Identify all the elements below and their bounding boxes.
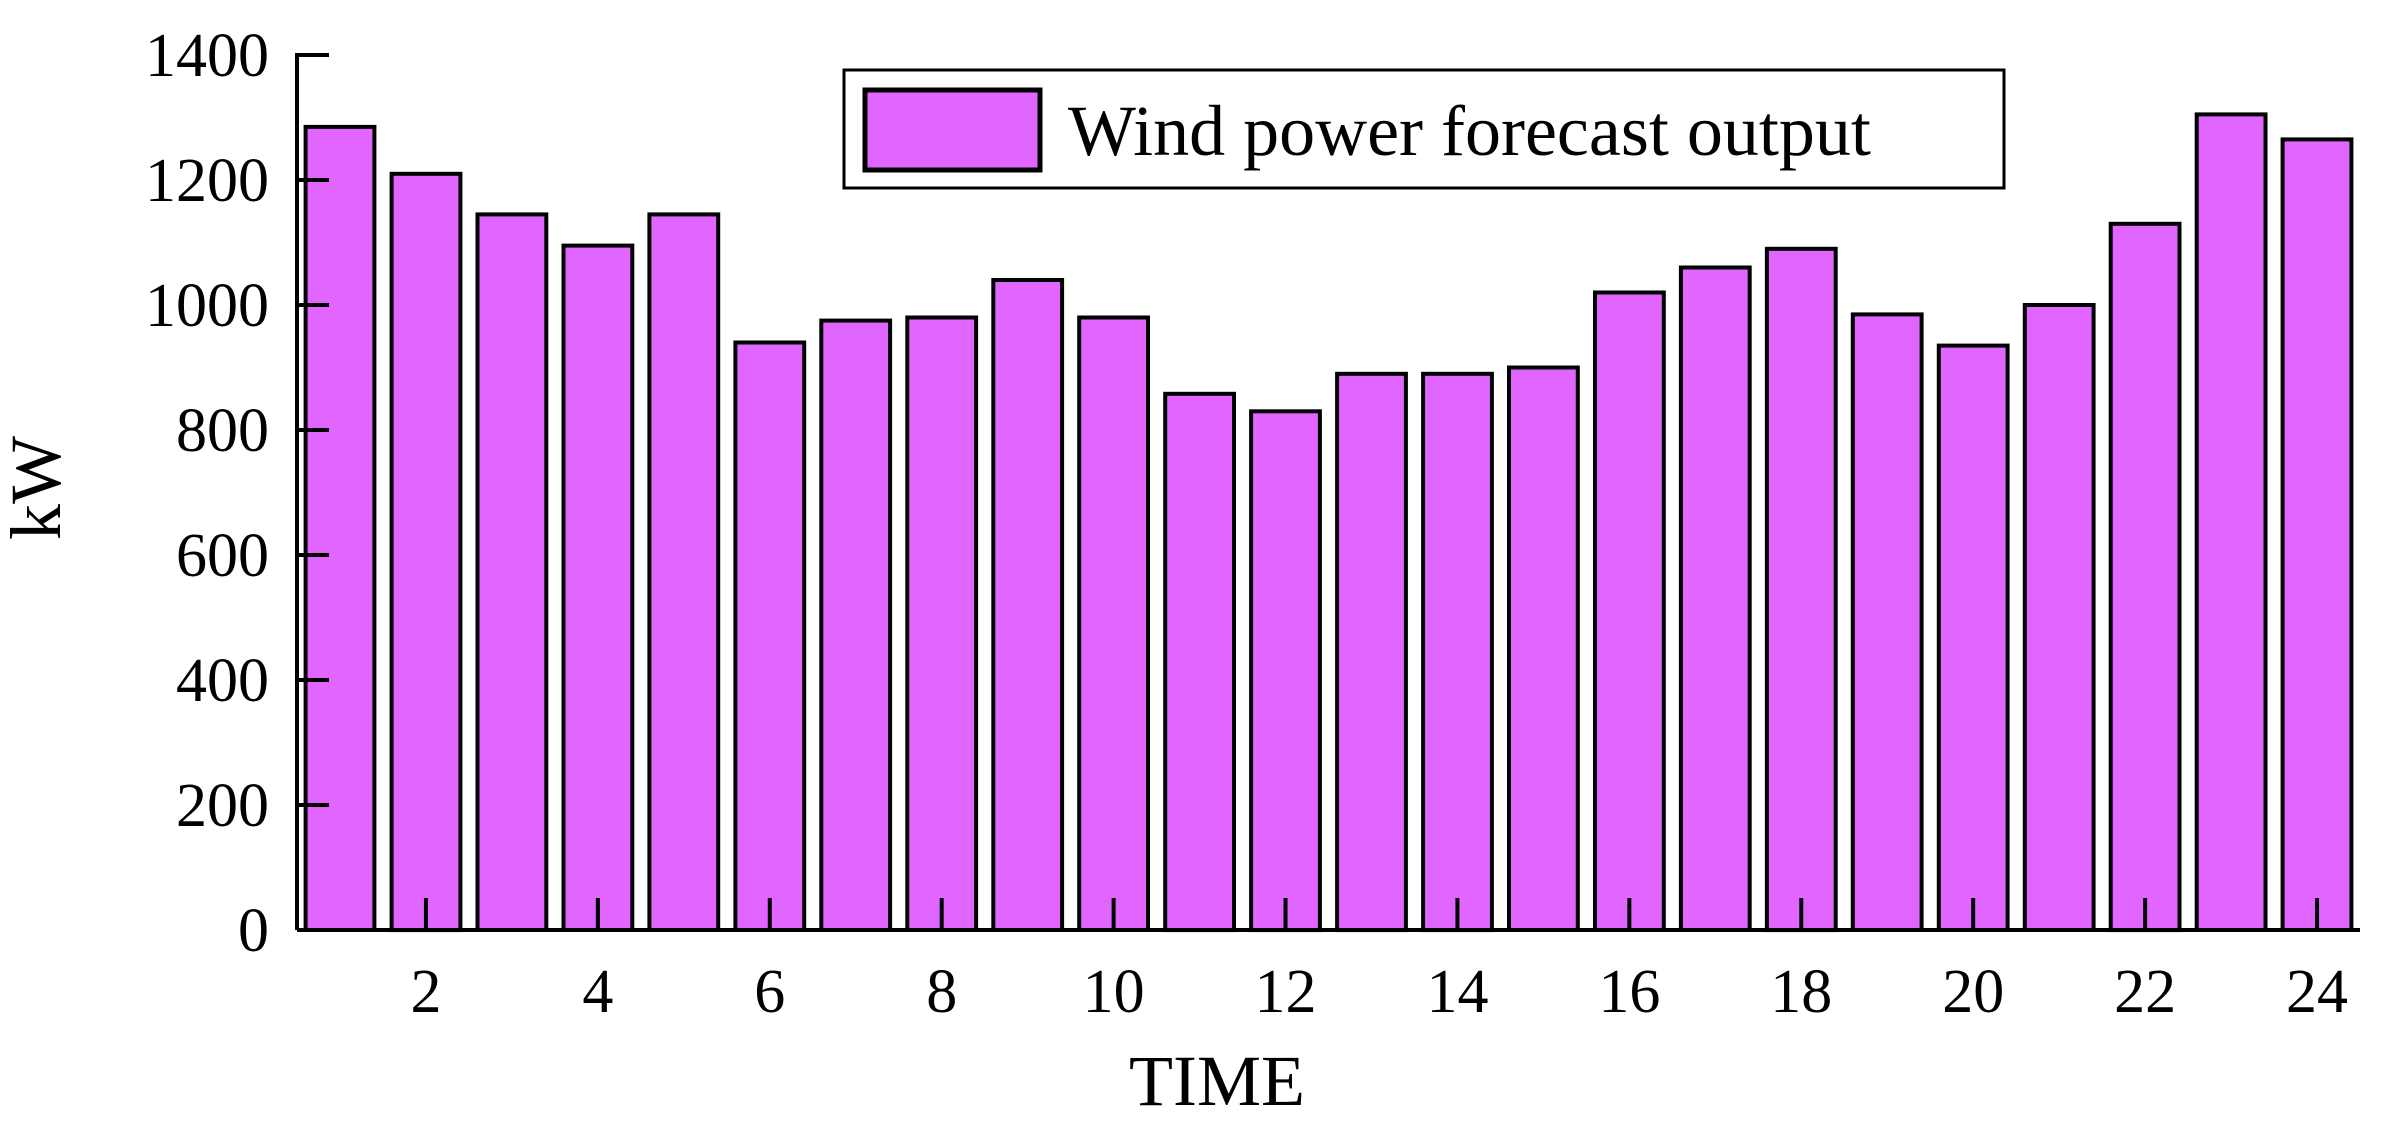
bar xyxy=(389,171,463,933)
bar xyxy=(819,318,893,933)
x-tick-label: 12 xyxy=(1255,958,1317,1026)
bar xyxy=(647,212,721,932)
x-tick-label: 22 xyxy=(2114,958,2176,1026)
bar xyxy=(1678,265,1752,932)
y-tick-label: 200 xyxy=(176,772,269,840)
bar xyxy=(303,124,377,932)
x-tick-label: 16 xyxy=(1598,958,1660,1026)
x-tick-label: 14 xyxy=(1426,958,1488,1026)
bar xyxy=(1764,246,1838,933)
y-tick-label: 1000 xyxy=(145,272,269,340)
legend-swatch xyxy=(862,87,1043,173)
bar xyxy=(1593,290,1666,932)
bar xyxy=(1249,409,1322,933)
bar xyxy=(1850,312,1924,932)
y-tick-label: 400 xyxy=(176,647,269,715)
bar xyxy=(561,243,635,933)
y-tick-label: 0 xyxy=(238,897,269,965)
x-tick-label: 4 xyxy=(582,958,613,1026)
x-tick-label: 6 xyxy=(754,958,785,1026)
y-tick-label: 800 xyxy=(176,397,269,465)
y-axis: 0 200 400 600 800 1000 1200 1400 xyxy=(145,22,329,965)
bar xyxy=(1077,315,1150,932)
bar xyxy=(1163,391,1236,933)
x-tick-label: 8 xyxy=(926,958,957,1026)
bar xyxy=(2194,112,2268,932)
x-axis-title: TIME xyxy=(1129,1041,1305,1121)
legend-label: Wind power forecast output xyxy=(1068,91,1871,171)
x-tick-label: 2 xyxy=(410,958,441,1026)
y-tick-label: 1400 xyxy=(145,22,269,90)
x-axis: 2 4 6 8 10 12 14 16 18 20 22 24 xyxy=(297,898,2360,1026)
bar xyxy=(1335,371,1408,933)
bars-group xyxy=(303,112,2354,933)
x-tick-label: 10 xyxy=(1083,958,1145,1026)
bar xyxy=(2280,137,2354,932)
bar xyxy=(1421,371,1494,933)
bar xyxy=(905,315,979,932)
legend: Wind power forecast output xyxy=(842,68,2006,190)
y-axis-title: kW xyxy=(0,436,76,540)
bar xyxy=(1936,343,2010,933)
bar xyxy=(2108,221,2182,933)
bar xyxy=(1507,365,1580,932)
bar xyxy=(991,278,1065,932)
bar xyxy=(475,212,549,932)
y-tick-label: 1200 xyxy=(145,147,269,215)
bar xyxy=(2022,303,2096,932)
y-tick-label: 600 xyxy=(176,522,269,590)
bar xyxy=(733,340,807,932)
x-tick-label: 20 xyxy=(1942,958,2004,1026)
x-tick-label: 24 xyxy=(2286,958,2348,1026)
x-tick-label: 18 xyxy=(1770,958,1832,1026)
